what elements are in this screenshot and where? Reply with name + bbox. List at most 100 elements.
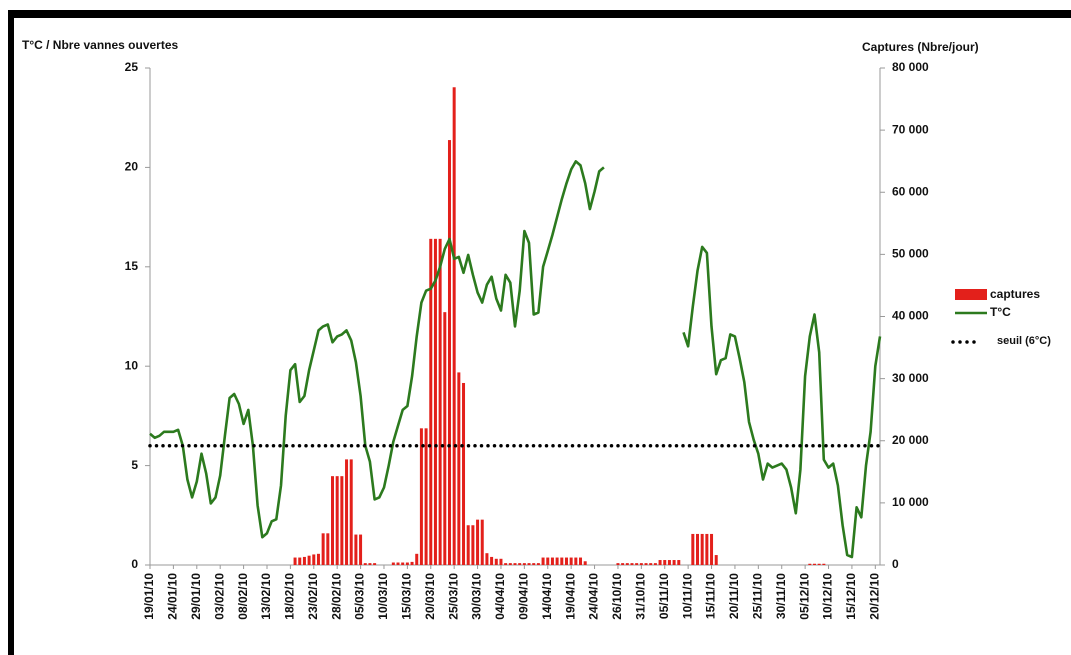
- bar: [714, 555, 718, 565]
- x-tick-label: 20/11/10: [727, 573, 741, 619]
- bar: [443, 312, 447, 565]
- bar: [419, 428, 423, 565]
- x-tick-label: 05/11/10: [657, 573, 671, 619]
- x-tick-label: 26/10/10: [610, 573, 624, 620]
- x-tick-label: 24/04/10: [587, 573, 601, 620]
- x-tick-label: 10/12/10: [821, 573, 835, 620]
- bar: [391, 562, 395, 565]
- x-tick-label: 19/01/10: [142, 573, 156, 620]
- bar: [331, 476, 334, 565]
- bar: [499, 558, 503, 565]
- bar: [326, 533, 330, 565]
- bar: [466, 525, 470, 565]
- bar: [696, 533, 699, 565]
- bar: [522, 563, 526, 565]
- x-tick-label: 03/02/10: [212, 573, 226, 620]
- x-tick-label: 04/04/10: [493, 573, 507, 620]
- bar: [293, 557, 297, 565]
- x-tick-label: 20/03/10: [423, 573, 437, 620]
- bar: [527, 563, 531, 565]
- frame-top: [8, 10, 1071, 18]
- legend-label: seuil (6°C): [997, 335, 1051, 347]
- y2-tick-label: 40 000: [892, 309, 929, 323]
- y2-tick-label: 20 000: [892, 433, 929, 447]
- bar: [663, 560, 667, 565]
- bar: [485, 553, 489, 565]
- bar: [457, 372, 461, 565]
- bar: [438, 238, 442, 565]
- x-tick-label: 13/02/10: [259, 573, 273, 620]
- x-tick-label: 31/10/10: [634, 573, 648, 620]
- bar: [546, 557, 550, 565]
- bar: [677, 560, 681, 565]
- bar: [480, 519, 484, 565]
- y-tick-label: 0: [131, 557, 138, 571]
- bar: [653, 563, 657, 565]
- y2-tick-label: 60 000: [892, 184, 929, 198]
- bar: [504, 563, 508, 565]
- bar: [373, 563, 377, 565]
- x-tick-label: 23/02/10: [306, 573, 320, 620]
- bar: [462, 382, 466, 565]
- bar: [312, 554, 316, 565]
- bar: [415, 553, 419, 565]
- bar: [471, 525, 475, 565]
- y-tick-label: 5: [131, 458, 138, 472]
- legend-swatch: [955, 289, 987, 300]
- bar: [354, 534, 358, 565]
- bar: [401, 562, 405, 565]
- frame-left: [8, 10, 14, 655]
- bar: [368, 563, 372, 565]
- bar: [345, 459, 349, 565]
- bar: [298, 557, 302, 565]
- bar: [710, 533, 714, 565]
- bar: [564, 557, 568, 565]
- x-tick-label: 08/02/10: [236, 573, 250, 620]
- bar: [560, 557, 564, 565]
- bar: [621, 563, 625, 565]
- bar: [630, 563, 634, 565]
- x-tick-label: 28/02/10: [329, 573, 343, 620]
- x-tick-label: 30/11/10: [774, 573, 788, 619]
- bar: [316, 553, 320, 565]
- x-tick-label: 14/04/10: [540, 573, 554, 620]
- y2-tick-label: 30 000: [892, 371, 929, 385]
- bar: [447, 140, 451, 565]
- bar: [490, 556, 494, 565]
- y2-axis-title: Captures (Nbre/jour): [862, 40, 979, 54]
- bar: [513, 563, 517, 565]
- y2-tick-label: 70 000: [892, 122, 929, 136]
- y2-tick-label: 10 000: [892, 495, 929, 509]
- x-tick-label: 09/04/10: [517, 573, 531, 620]
- bar: [700, 533, 704, 565]
- bar: [649, 563, 653, 565]
- bar: [541, 557, 545, 565]
- bar: [550, 557, 554, 565]
- bar: [340, 476, 344, 565]
- bar: [518, 563, 522, 565]
- bar: [817, 563, 821, 565]
- bar: [574, 557, 578, 565]
- x-tick-label: 05/12/10: [797, 573, 811, 620]
- bar: [635, 563, 639, 565]
- x-tick-label: 15/03/10: [400, 573, 414, 620]
- x-tick-label: 10/11/10: [680, 573, 694, 619]
- legend-label: captures: [990, 287, 1040, 301]
- bar: [363, 563, 367, 565]
- x-tick-label: 18/02/10: [283, 573, 297, 620]
- x-tick-label: 25/11/10: [751, 573, 765, 619]
- y2-tick-label: 80 000: [892, 60, 929, 74]
- y-tick-label: 15: [125, 259, 139, 273]
- bar: [302, 556, 306, 565]
- bar: [452, 87, 456, 565]
- bar: [812, 563, 816, 565]
- x-tick-label: 15/11/10: [704, 573, 718, 619]
- bar: [424, 428, 428, 565]
- bar: [410, 561, 414, 565]
- temperature-line: [149, 160, 882, 559]
- bar: [808, 563, 812, 565]
- bar: [667, 560, 671, 565]
- bar: [476, 519, 480, 565]
